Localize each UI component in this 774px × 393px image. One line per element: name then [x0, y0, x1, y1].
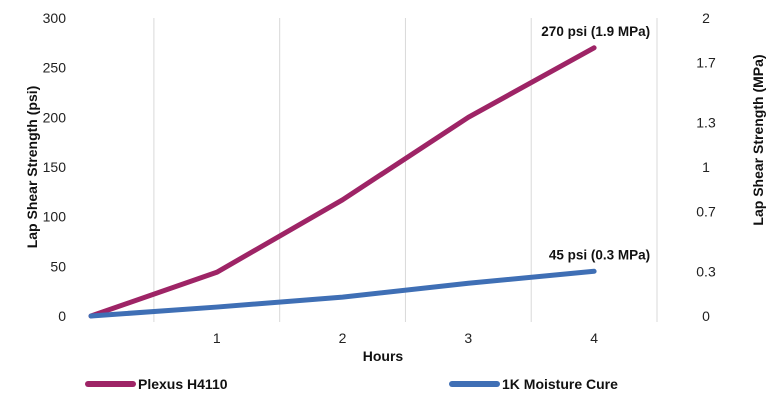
y-axis-right-title: Lap Shear Strength (MPa) [750, 54, 766, 225]
y-tick-label: 100 [43, 209, 67, 225]
x-axis-ticks: 1 2 3 4 [213, 330, 598, 346]
y-axis-left-ticks: 0 50 100 150 200 250 300 [43, 10, 67, 324]
annotation-1: 45 psi (0.3 MPa) [549, 247, 650, 262]
legend-label-plexus: Plexus H4110 [138, 376, 228, 392]
vertical-gridlines [153, 18, 658, 322]
series-line-0 [88, 45, 597, 319]
x-tick-label: 2 [339, 330, 347, 346]
y2-tick-label: 0.7 [696, 204, 716, 220]
y2-tick-label: 2 [702, 10, 710, 26]
legend-label-moisture-cure: 1K Moisture Cure [502, 376, 618, 392]
series-line-1 [88, 268, 597, 319]
annotation-0: 270 psi (1.9 MPa) [541, 24, 650, 39]
x-tick-label: 1 [213, 330, 221, 346]
y2-tick-label: 0.3 [696, 263, 716, 279]
data-annotations: 270 psi (1.9 MPa) 45 psi (0.3 MPa) [541, 24, 650, 262]
x-axis-title: Hours [363, 348, 404, 364]
y-axis-left-title: Lap Shear Strength (psi) [24, 86, 40, 249]
x-tick-label: 3 [464, 330, 472, 346]
y-tick-label: 0 [58, 308, 66, 324]
y2-tick-label: 1 [702, 159, 710, 175]
y2-tick-label: 0 [702, 308, 710, 324]
y-tick-label: 300 [43, 10, 67, 26]
y-tick-label: 50 [50, 258, 66, 274]
series-lines [88, 45, 597, 319]
y-tick-label: 150 [43, 159, 67, 175]
y-tick-label: 200 [43, 109, 67, 125]
legend: Plexus H4110 1K Moisture Cure [85, 376, 618, 392]
y2-tick-label: 1.3 [696, 114, 716, 130]
y-axis-right-ticks: 0 0.3 0.7 1 1.3 1.7 2 [696, 10, 716, 324]
x-tick-label: 4 [590, 330, 598, 346]
y2-tick-label: 1.7 [696, 55, 716, 71]
y-tick-label: 250 [43, 60, 67, 76]
